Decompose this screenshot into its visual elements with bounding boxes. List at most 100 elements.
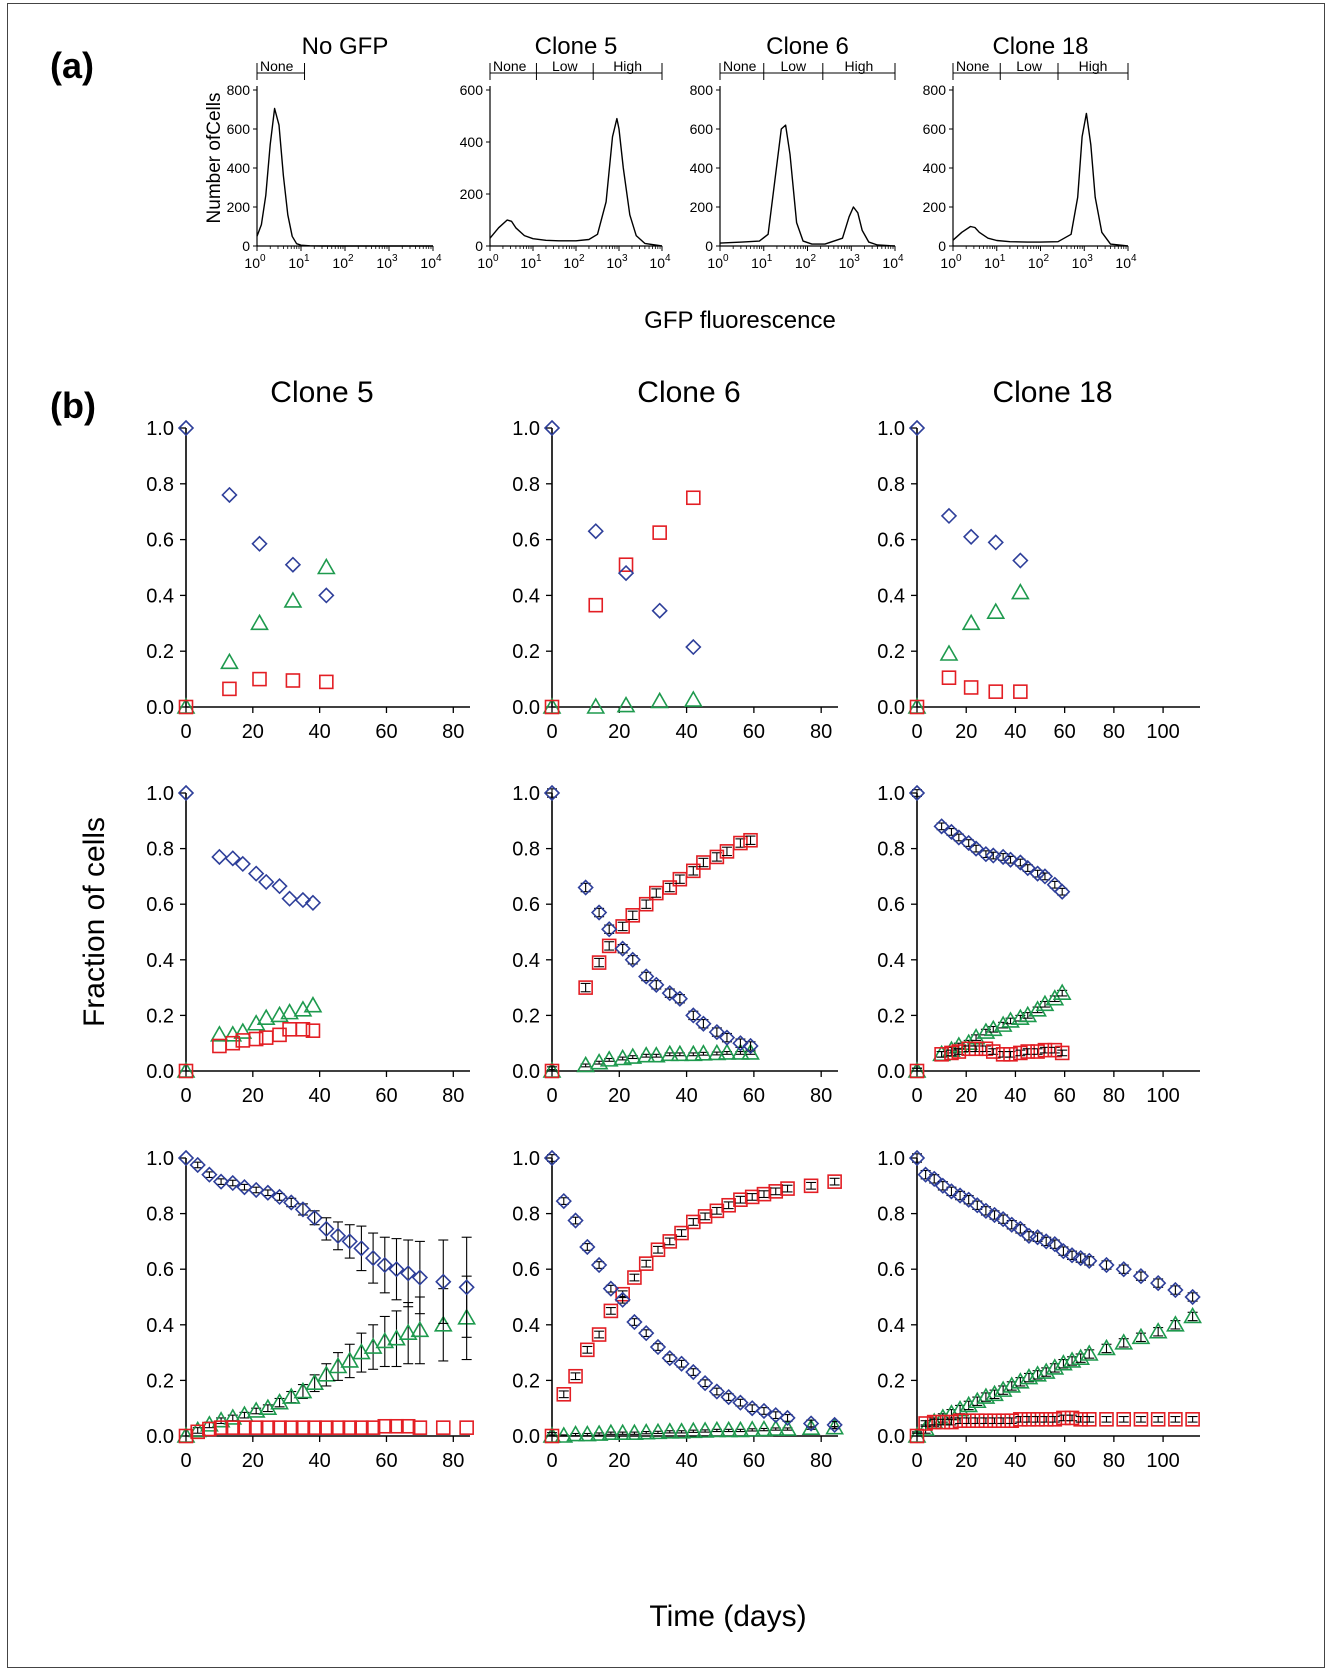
- y-tick-label: 0.2: [877, 641, 905, 663]
- point-low: [1037, 1042, 1053, 1058]
- x-tick-label: 102: [563, 253, 585, 271]
- x-tick-label: 102: [332, 253, 354, 271]
- point-none: [744, 1400, 761, 1417]
- point-high: [939, 644, 959, 661]
- point-low: [591, 1327, 607, 1342]
- point-none: [1012, 552, 1029, 569]
- x-tick-label: 100: [940, 253, 962, 271]
- point-high: [660, 1044, 680, 1062]
- point-low: [295, 1021, 311, 1037]
- gate-label: Low: [1016, 58, 1043, 74]
- point-high: [754, 1419, 774, 1437]
- x-tick-label: 0: [180, 721, 191, 743]
- point-none: [281, 890, 298, 907]
- point-low: [638, 1256, 654, 1271]
- point-low: [1021, 1412, 1037, 1427]
- point-none: [388, 1261, 405, 1278]
- x-tick-label: 103: [606, 253, 628, 271]
- x-tick-label: 101: [288, 253, 310, 271]
- y-tick-label: 0.8: [877, 474, 905, 496]
- point-none: [651, 602, 668, 619]
- point-none: [951, 1187, 969, 1204]
- x-tick-label: 0: [546, 1085, 557, 1107]
- y-tick-label: 0.0: [877, 1061, 905, 1083]
- point-high: [1148, 1322, 1168, 1339]
- x-tick-label: 80: [442, 1450, 464, 1472]
- histogram-title: Clone 5: [535, 33, 618, 60]
- point-none: [248, 865, 265, 882]
- y-tick-label: 0.6: [512, 894, 540, 916]
- x-tick-label: 80: [1103, 1085, 1125, 1107]
- series-high: [176, 557, 336, 714]
- point-none: [1115, 1261, 1132, 1278]
- point-low: [909, 699, 925, 715]
- point-low: [1056, 1410, 1071, 1426]
- point-none: [271, 877, 288, 895]
- point-none: [543, 1149, 561, 1167]
- x-tick-label: 80: [810, 721, 832, 743]
- x-tick-label: 20: [955, 1450, 977, 1472]
- point-low: [686, 490, 701, 506]
- point-none: [967, 840, 985, 857]
- series-none: [177, 784, 322, 911]
- point-low: [709, 849, 725, 865]
- y-tick-label: 1.0: [146, 783, 174, 805]
- point-none: [1012, 1220, 1029, 1238]
- b-y-axis-label: Fraction of cells: [78, 817, 111, 1027]
- point-none: [732, 1394, 749, 1411]
- point-low: [963, 680, 979, 695]
- y-tick-label: 1.0: [146, 418, 174, 440]
- point-high: [993, 1380, 1013, 1397]
- point-none: [248, 1181, 265, 1199]
- point-none: [435, 1273, 452, 1290]
- point-low: [319, 674, 334, 690]
- point-none: [211, 848, 228, 866]
- x-tick-label: 40: [675, 721, 697, 743]
- x-tick-label: 60: [743, 1085, 765, 1107]
- x-tick-label: 40: [1004, 1450, 1026, 1472]
- point-low: [987, 1413, 1002, 1429]
- point-none: [649, 1338, 667, 1356]
- point-none: [294, 891, 312, 909]
- y-tick-label: 0.0: [146, 1061, 174, 1083]
- point-high: [1166, 1315, 1185, 1332]
- x-tick-label: 80: [1103, 1450, 1125, 1472]
- point-low: [827, 1174, 842, 1189]
- point-none: [977, 1202, 995, 1219]
- point-none: [212, 1173, 230, 1190]
- point-low: [305, 1023, 321, 1038]
- point-low: [961, 1041, 976, 1057]
- point-none: [1098, 1256, 1115, 1274]
- point-high: [646, 1046, 666, 1063]
- y-tick-label: 0: [705, 238, 713, 254]
- y-tick-label: 0.6: [512, 530, 540, 552]
- y-tick-label: 0.6: [877, 530, 905, 552]
- point-high: [223, 1408, 243, 1425]
- series-low: [544, 1174, 842, 1444]
- series-high: [176, 996, 323, 1078]
- y-tick-label: 200: [690, 199, 714, 215]
- point-high: [566, 1424, 585, 1442]
- point-none: [318, 1220, 335, 1238]
- point-high: [220, 652, 239, 670]
- histogram-panel: Clone 5 0 200 400 600 100 101 102 103 104 None Low H…: [460, 33, 671, 271]
- y-tick-label: 0.0: [146, 697, 174, 719]
- point-none: [685, 1007, 702, 1024]
- point-none: [1072, 1249, 1089, 1267]
- point-none: [638, 968, 655, 985]
- point-low: [213, 1420, 229, 1435]
- x-tick-label: 100: [707, 253, 729, 271]
- y-tick-label: 0.0: [877, 1426, 905, 1448]
- x-tick-label: 60: [1054, 1450, 1076, 1472]
- point-high: [589, 1424, 609, 1441]
- point-high: [670, 1044, 690, 1062]
- point-high: [586, 697, 606, 714]
- point-low: [568, 1368, 583, 1384]
- point-high: [1010, 1372, 1030, 1389]
- point-none: [943, 1183, 960, 1200]
- point-low: [1030, 1412, 1045, 1427]
- point-none: [963, 528, 980, 545]
- point-low: [1004, 1413, 1020, 1429]
- point-high: [616, 695, 636, 713]
- point-low: [721, 1197, 736, 1213]
